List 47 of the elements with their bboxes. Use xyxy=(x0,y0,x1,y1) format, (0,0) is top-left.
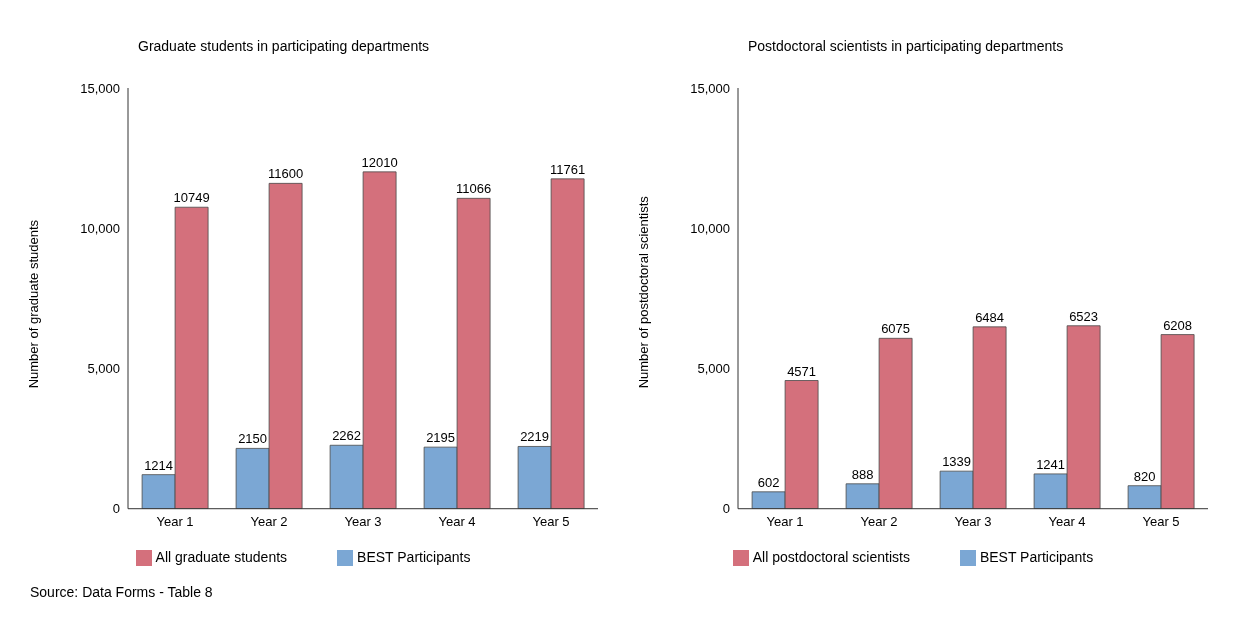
source-note: Source: Data Forms - Table 8 xyxy=(29,584,214,600)
x-tick-label: Year 1 xyxy=(156,513,194,529)
y-tick-label: 0 xyxy=(112,501,120,517)
y-tick-label: 10,000 xyxy=(690,220,730,236)
data-label: 11600 xyxy=(268,166,304,182)
data-label: 2150 xyxy=(238,431,268,447)
y-axis-title: Number of graduate students xyxy=(25,219,41,389)
y-tick-label: 0 xyxy=(722,501,730,517)
data-label: 1339 xyxy=(942,454,972,470)
data-label: 6075 xyxy=(881,321,911,337)
data-label: 2195 xyxy=(426,430,456,446)
x-tick-label: Year 3 xyxy=(954,513,992,529)
data-label: 11066 xyxy=(456,181,492,197)
chart-title: Postdoctoral scientists in participating departments xyxy=(747,37,1065,56)
chart-title: Graduate students in participating departments xyxy=(137,37,431,56)
data-label: 6208 xyxy=(1163,317,1193,333)
x-tick-label: Year 3 xyxy=(344,513,382,529)
x-tick-label: Year 4 xyxy=(438,513,476,529)
data-label: 1241 xyxy=(1036,456,1066,472)
x-tick-label: Year 1 xyxy=(766,513,804,529)
data-label: 6484 xyxy=(975,309,1005,325)
x-tick-label: Year 2 xyxy=(250,513,288,529)
data-label: 11761 xyxy=(550,161,586,177)
data-label: 4571 xyxy=(787,363,817,379)
data-label: 6523 xyxy=(1069,308,1099,324)
y-tick-label: 15,000 xyxy=(80,80,120,96)
y-tick-label: 5,000 xyxy=(87,361,120,377)
y-tick-label: 5,000 xyxy=(697,361,730,377)
data-label: 12010 xyxy=(361,154,398,170)
data-label: 1214 xyxy=(144,457,174,473)
legend-label: All postdoctoral scientists xyxy=(752,548,910,565)
data-label: 888 xyxy=(851,466,874,482)
x-tick-label: Year 5 xyxy=(1142,513,1180,529)
y-tick-label: 15,000 xyxy=(690,80,730,96)
y-tick-label: 10,000 xyxy=(80,220,120,236)
legend-label: All graduate students xyxy=(155,548,288,565)
x-tick-label: Year 5 xyxy=(532,513,570,529)
legend-label: BEST Participants xyxy=(979,548,1094,565)
data-label: 2219 xyxy=(520,429,550,445)
legend-label: BEST Participants xyxy=(357,548,471,565)
data-label: 2262 xyxy=(332,428,362,444)
data-label: 820 xyxy=(1133,468,1156,484)
y-axis-title: Number of postdoctoral scientists xyxy=(635,195,651,389)
x-tick-label: Year 2 xyxy=(860,513,898,529)
data-label: 10749 xyxy=(173,190,210,206)
x-tick-label: Year 4 xyxy=(1048,513,1086,529)
data-label: 602 xyxy=(757,474,780,490)
